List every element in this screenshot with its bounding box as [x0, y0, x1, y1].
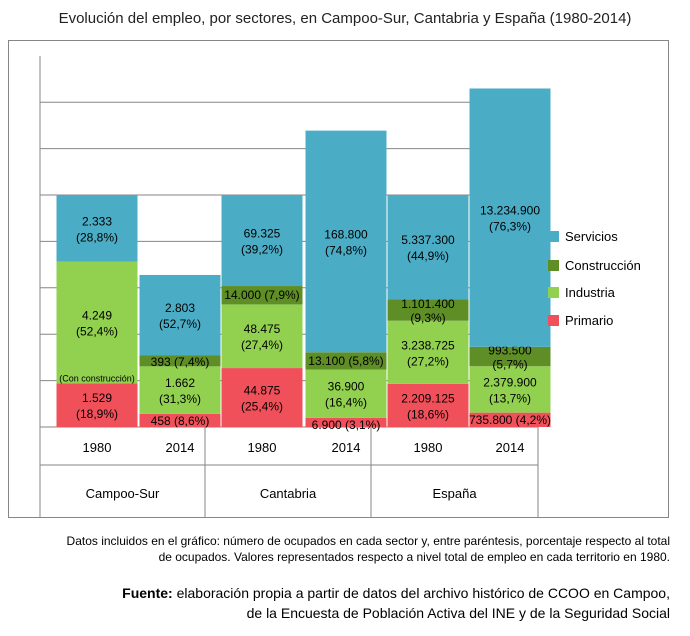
bar-segment-primario	[387, 383, 469, 427]
year-label: 2014	[332, 440, 361, 455]
bar-segment-construcción	[221, 286, 303, 305]
legend-swatch	[548, 315, 559, 326]
data-label-pct: (28,8%)	[76, 230, 118, 244]
source-line-1: Fuente: elaboración propia a partir de d…	[20, 583, 670, 603]
data-label: 6.900 (3,1%)	[312, 418, 381, 432]
data-label: 44.875	[244, 384, 281, 398]
bar-segment-construcción	[469, 346, 551, 367]
data-label-pct: (5,7%)	[492, 357, 527, 371]
bar-segment-servicios	[387, 195, 469, 300]
group-label: Campoo-Sur	[86, 486, 160, 501]
data-label: 2.333	[82, 214, 112, 228]
source-note: Fuente: elaboración propia a partir de d…	[20, 583, 670, 623]
bar-segment-servicios	[221, 195, 303, 287]
bar-segment-primario	[139, 413, 221, 427]
year-label: 1980	[83, 440, 112, 455]
data-label-pct: (16,4%)	[325, 396, 367, 410]
chart-title: Evolución del empleo, por sectores, en C…	[58, 10, 632, 27]
data-label: 1.529	[82, 391, 112, 405]
data-label: 14.000 (7,9%)	[224, 288, 299, 302]
year-label: 1980	[248, 440, 277, 455]
bar-segment-industria	[139, 366, 221, 414]
data-label: 13.100 (5,8%)	[308, 354, 383, 368]
data-label-pct: (52,4%)	[76, 324, 118, 338]
data-label-pct: (27,4%)	[241, 338, 283, 352]
bar-segment-construcción	[387, 299, 469, 321]
legend-label: Construcción	[565, 258, 641, 273]
bar-segment-industria	[221, 304, 303, 369]
data-label: 168.800	[324, 227, 368, 241]
legend-label: Primario	[565, 313, 613, 328]
footnote-line-2: de ocupados. Valores representados respe…	[158, 550, 670, 564]
data-label: 3.238.725	[401, 338, 455, 352]
data-label-pct: (31,3%)	[159, 392, 201, 406]
bar-segment-primario	[221, 368, 303, 427]
group-label: Cantabria	[260, 486, 317, 501]
bar-segment-construcción	[139, 355, 221, 367]
data-label-pct: (76,3%)	[489, 220, 531, 234]
data-label-pct: (18,9%)	[76, 407, 118, 421]
bar-segment-industria	[305, 369, 387, 418]
data-label: 5.337.300	[401, 233, 455, 247]
data-label: 2.379.900	[483, 375, 537, 389]
source-label: Fuente:	[122, 585, 173, 601]
data-label-pct: (25,4%)	[241, 400, 283, 414]
legend-swatch	[548, 260, 559, 271]
data-label: 48.475	[244, 322, 281, 336]
data-label-pct: (52,7%)	[159, 317, 201, 331]
legend-swatch	[548, 231, 559, 242]
data-label: 1.662	[165, 376, 195, 390]
bar-segment-industria	[387, 320, 469, 384]
bar-segment-primario	[469, 412, 551, 427]
source-text-1: elaboración propia a partir de datos del…	[172, 585, 670, 601]
data-label-pct: (74,8%)	[325, 243, 367, 257]
data-label-pct: (39,2%)	[241, 243, 283, 257]
year-label: 2014	[496, 440, 525, 455]
data-label: 36.900	[328, 380, 365, 394]
data-label-pct: (18,6%)	[407, 407, 449, 421]
group-label: España	[432, 486, 477, 501]
legend-swatch	[548, 287, 559, 298]
data-label-pct: (44,9%)	[407, 249, 449, 263]
data-label: 69.325	[244, 227, 281, 241]
data-label-pct: (9,3%)	[410, 311, 445, 325]
bar-segment-industria	[56, 261, 138, 384]
data-label-pct: (13,7%)	[489, 391, 531, 405]
bar-segment-servicios	[56, 195, 138, 262]
bar-segment-servicios	[139, 274, 221, 356]
footnote-line-1: Datos incluidos en el gráfico: número de…	[66, 534, 670, 548]
data-label: 13.234.900	[480, 204, 540, 218]
data-label: 458 (8,6%)	[151, 414, 210, 428]
legend-label: Servicios	[565, 229, 618, 244]
data-label: 993.500	[488, 343, 532, 357]
chart-footnote: Datos incluidos en el gráfico: número de…	[40, 533, 670, 565]
bar-segment-construcción	[305, 352, 387, 370]
data-label: 1.101.400	[401, 297, 455, 311]
data-label: 2.209.125	[401, 391, 455, 405]
bar-segment-primario	[305, 417, 387, 427]
stacked-bar-chart: 1.529 (18,9%) 4.249 (52,4%) (Con construcció…	[8, 40, 669, 518]
data-label-pct: (27,2%)	[407, 354, 449, 368]
data-label: 2.803	[165, 301, 195, 315]
data-label: 393 (7,4%)	[151, 355, 210, 369]
data-label: 4.249	[82, 308, 112, 322]
bar-segment-servicios	[305, 130, 387, 353]
data-label-note: (Con construcción)	[59, 373, 135, 383]
year-label: 2014	[166, 440, 195, 455]
data-label: 735.800 (4,2%)	[469, 413, 551, 427]
bar-segment-industria	[469, 366, 551, 413]
bar-segment-primario	[56, 383, 138, 427]
year-label: 1980	[414, 440, 443, 455]
source-line-2: de la Encuesta de Población Activa del I…	[246, 605, 670, 621]
legend-label: Industria	[565, 285, 616, 300]
bar-segment-servicios	[469, 88, 551, 347]
